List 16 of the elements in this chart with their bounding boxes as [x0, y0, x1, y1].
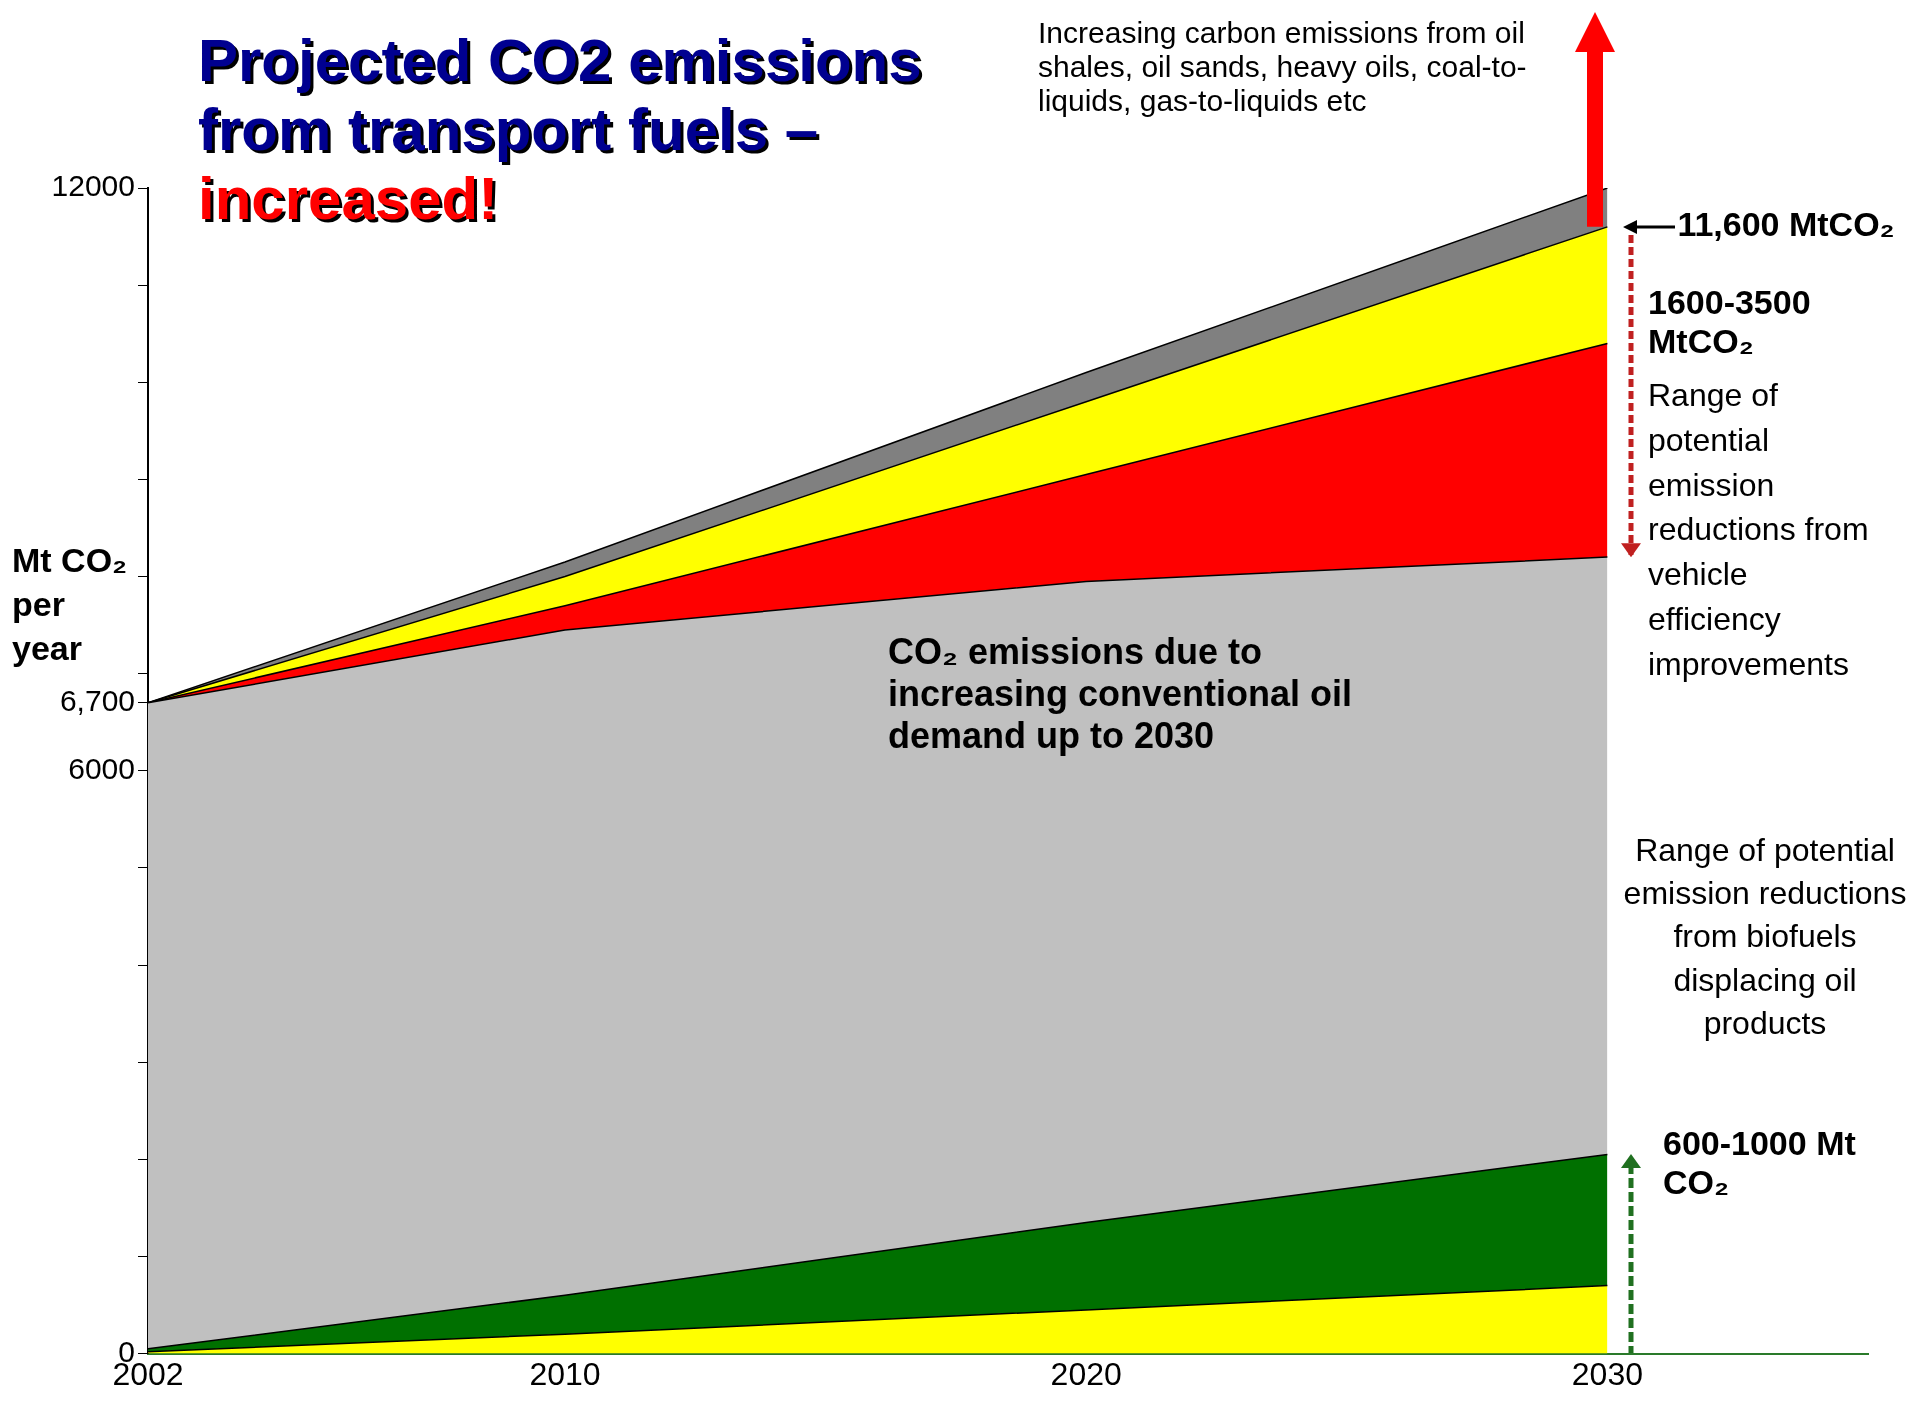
x-tick-label: 2010 [529, 1355, 601, 1392]
annotation: 11,600 MtCO₂ [1677, 204, 1895, 244]
chart-title: Projected CO2 emissions from transport fuels – [198, 27, 922, 163]
chart-subtitle: increased! [198, 164, 500, 233]
annotation: Range of potential emission reductions from vehicle efficiency improvements [1648, 376, 1870, 684]
text: Increasing carbon emissions from oil shales, oil sands, heavy oils, coal-to-liquids, gas-to-liquids etc [1038, 16, 1528, 118]
annotation: 1600-3500 MtCO₂ [1648, 283, 1812, 361]
y-axis-title: Mt CO₂ per year [12, 539, 129, 670]
annotation: 600-1000 Mt CO₂ [1663, 1124, 1857, 1203]
y-tick-label: 6000 [68, 752, 135, 786]
y-tick-label: 12000 [51, 169, 135, 203]
y-tick-label: 6,700 [59, 684, 135, 718]
annotation: CO₂ emissions due to increasing conventional oil demand up to 2030 [888, 630, 1354, 757]
x-tick-label: 2020 [1050, 1355, 1122, 1392]
x-tick-label: 2030 [1571, 1355, 1643, 1392]
annotation: Range of potential emission reductions from biofuels displacing oil products [1622, 831, 1908, 1043]
